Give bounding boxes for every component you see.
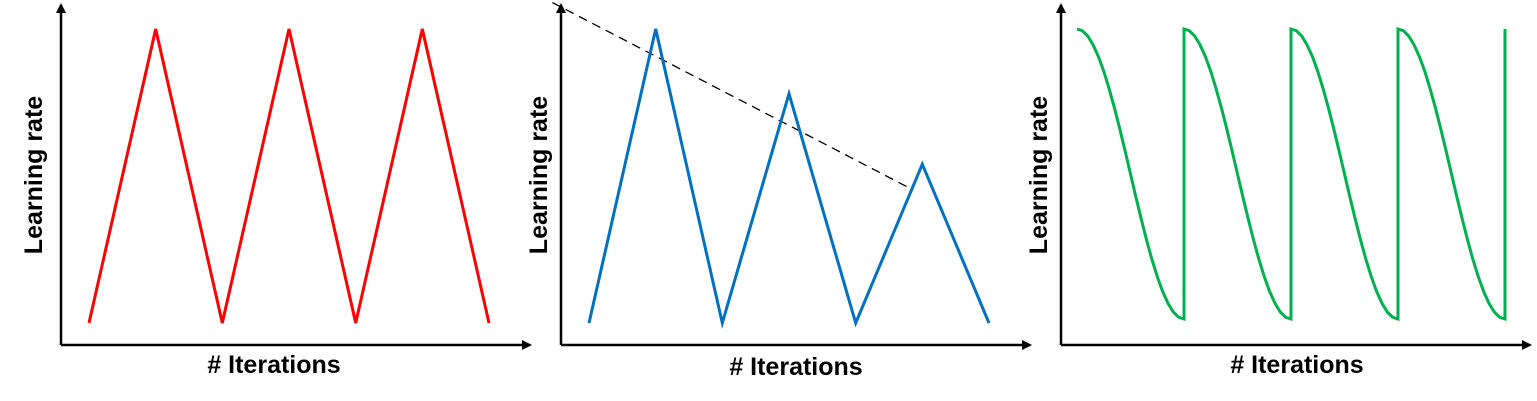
x-axis-title: # Iterations — [729, 353, 862, 381]
chart-panel-3: # Iterations Learning rate — [1025, 3, 1532, 379]
trend-guide-line — [552, 1, 910, 189]
series-line-1 — [1076, 26, 1507, 322]
series-line-1 — [587, 28, 991, 329]
plot-area — [1076, 26, 1507, 322]
x-axis-title: # Iterations — [207, 351, 340, 379]
y-axis-title: Learning rate — [20, 96, 48, 254]
chart-panel-2: # Iterations Learning rate — [525, 1, 1032, 381]
plot-area — [87, 28, 491, 324]
y-axis-title: Learning rate — [1025, 96, 1053, 254]
chart-panel-1: # Iterations Learning rate — [20, 3, 532, 379]
y-axis-title: Learning rate — [525, 96, 553, 254]
x-axis-title: # Iterations — [1230, 351, 1363, 379]
plot-area — [552, 1, 991, 329]
series-line-1 — [87, 28, 491, 324]
